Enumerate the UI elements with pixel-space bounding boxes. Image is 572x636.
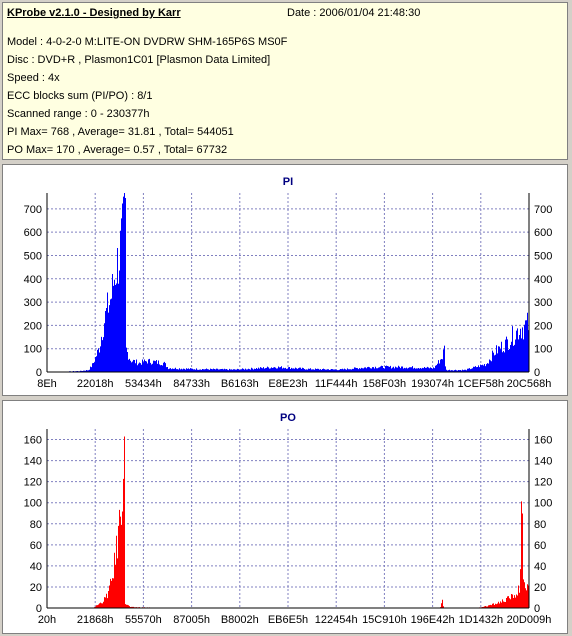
y-tick-label-left: 160 bbox=[24, 435, 42, 447]
info-po-summary: PO Max= 170 , Average= 0.57 , Total= 677… bbox=[7, 144, 228, 156]
y-tick-label-left: 0 bbox=[36, 603, 42, 615]
info-pi-summary: PI Max= 768 , Average= 31.81 , Total= 54… bbox=[7, 126, 234, 138]
y-tick-label-left: 100 bbox=[24, 344, 42, 356]
x-tick-label: 22018h bbox=[77, 378, 114, 390]
y-tick-label-left: 40 bbox=[30, 561, 42, 573]
y-tick-label-right: 80 bbox=[534, 519, 546, 531]
x-tick-label: 8Eh bbox=[37, 378, 57, 390]
y-tick-label-right: 700 bbox=[534, 204, 552, 216]
y-tick-label-right: 500 bbox=[534, 250, 552, 262]
info-scanned-range: Scanned range : 0 - 230377h bbox=[7, 108, 150, 120]
pi-chart-panel: PI 0 0 100 100 200 200 300 300 400 400 500 500 600 600… bbox=[2, 164, 568, 396]
y-tick-label-left: 120 bbox=[24, 477, 42, 489]
y-tick-label-left: 200 bbox=[24, 320, 42, 332]
y-tick-label-right: 0 bbox=[534, 603, 540, 615]
x-tick-label: 84733h bbox=[173, 378, 210, 390]
app-title: KProbe v2.1.0 - Designed by Karr bbox=[7, 7, 181, 19]
info-disc: Disc : DVD+R , Plasmon1C01 [Plasmon Data… bbox=[7, 54, 271, 66]
x-tick-label: 53434h bbox=[125, 378, 162, 390]
series-pi bbox=[50, 193, 529, 372]
y-tick-label-right: 100 bbox=[534, 344, 552, 356]
y-tick-label-left: 600 bbox=[24, 227, 42, 239]
y-tick-label-right: 60 bbox=[534, 540, 546, 552]
x-tick-label: 20C568h bbox=[507, 378, 552, 390]
y-tick-label-left: 20 bbox=[30, 582, 42, 594]
y-tick-label-left: 400 bbox=[24, 274, 42, 286]
y-tick-label-left: 60 bbox=[30, 540, 42, 552]
chart-title-po: PO bbox=[280, 412, 296, 424]
x-tick-label: 55570h bbox=[125, 614, 162, 626]
y-tick-label-left: 0 bbox=[36, 367, 42, 379]
x-tick-label: B8002h bbox=[221, 614, 259, 626]
x-tick-label: EB6E5h bbox=[268, 614, 308, 626]
x-tick-label: E8E23h bbox=[268, 378, 307, 390]
x-tick-label: 122454h bbox=[315, 614, 358, 626]
x-tick-label: 196E42h bbox=[411, 614, 455, 626]
y-tick-label-right: 120 bbox=[534, 477, 552, 489]
y-tick-label-left: 100 bbox=[24, 498, 42, 510]
x-tick-label: 20h bbox=[38, 614, 56, 626]
x-tick-label: 20D009h bbox=[507, 614, 552, 626]
y-tick-label-right: 160 bbox=[534, 435, 552, 447]
y-tick-label-left: 500 bbox=[24, 250, 42, 262]
x-tick-label: 1CEF58h bbox=[458, 378, 504, 390]
info-panel: KProbe v2.1.0 - Designed by Karr Date : … bbox=[2, 2, 568, 160]
po-chart-panel: PO 0 0 20 20 40 40 60 60 80 80 100 100 120 120 140 140 16… bbox=[2, 400, 568, 634]
y-tick-label-left: 300 bbox=[24, 297, 42, 309]
y-tick-label-right: 0 bbox=[534, 367, 540, 379]
y-tick-label-right: 200 bbox=[534, 320, 552, 332]
x-tick-label: B6163h bbox=[221, 378, 259, 390]
pi-chart: PI 0 0 100 100 200 200 300 300 400 400 500 500 600 600… bbox=[24, 176, 553, 390]
y-tick-label-right: 600 bbox=[534, 227, 552, 239]
series-po bbox=[94, 436, 529, 608]
x-tick-label: 11F444h bbox=[315, 378, 358, 390]
y-tick-label-right: 400 bbox=[534, 274, 552, 286]
scan-date: Date : 2006/01/04 21:48:30 bbox=[287, 7, 421, 19]
y-tick-label-left: 700 bbox=[24, 204, 42, 216]
x-tick-label: 21868h bbox=[77, 614, 114, 626]
po-chart: PO 0 0 20 20 40 40 60 60 80 80 100 100 120 120 140 140 16… bbox=[24, 412, 553, 626]
info-model: Model : 4-0-2-0 M:LITE-ON DVDRW SHM-165P… bbox=[7, 36, 288, 48]
info-ecc-blocks: ECC blocks sum (PI/PO) : 8/1 bbox=[7, 90, 153, 102]
y-tick-label-left: 80 bbox=[30, 519, 42, 531]
y-tick-label-right: 300 bbox=[534, 297, 552, 309]
chart-title-pi: PI bbox=[283, 176, 293, 188]
x-tick-label: 87005h bbox=[173, 614, 210, 626]
x-tick-label: 158F03h bbox=[363, 378, 406, 390]
y-tick-label-left: 140 bbox=[24, 456, 42, 468]
x-tick-label: 1D1432h bbox=[458, 614, 503, 626]
x-tick-label: 15C910h bbox=[362, 614, 407, 626]
x-tick-label: 193074h bbox=[411, 378, 454, 390]
y-tick-label-right: 40 bbox=[534, 561, 546, 573]
y-tick-label-right: 100 bbox=[534, 498, 552, 510]
y-tick-label-right: 20 bbox=[534, 582, 546, 594]
info-speed: Speed : 4x bbox=[7, 72, 60, 84]
y-tick-label-right: 140 bbox=[534, 456, 552, 468]
